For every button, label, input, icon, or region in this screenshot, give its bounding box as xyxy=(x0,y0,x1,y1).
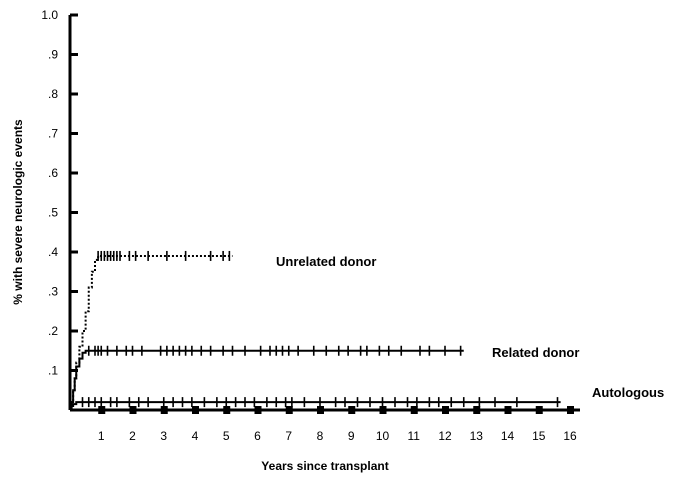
x-tick-label: 6 xyxy=(254,429,261,443)
x-tick-label: 7 xyxy=(285,429,292,443)
series-line-unrelated-donor xyxy=(70,254,233,411)
x-tick-mark xyxy=(285,406,293,414)
series-label-related-donor: Related donor xyxy=(492,345,579,360)
x-tick-label: 14 xyxy=(501,429,515,443)
series-label-autologous: Autologous xyxy=(592,385,664,400)
series-layer xyxy=(70,250,561,411)
x-tick-mark xyxy=(567,406,574,414)
x-tick-label: 11 xyxy=(408,429,421,443)
y-tick-label: 1.0 xyxy=(41,8,58,22)
y-ticks: .1 .2 .3 .4 .5 .6 .7 .8 .9 1.0 xyxy=(41,8,78,378)
x-tick-mark xyxy=(160,406,168,414)
x-tick-mark xyxy=(129,406,137,414)
y-axis-title: % with severe neurologic events xyxy=(11,119,25,305)
x-axis-title: Years since transplant xyxy=(261,459,388,473)
x-tick-mark xyxy=(223,406,231,414)
y-tick-label: .3 xyxy=(48,285,58,299)
x-tick-label: 16 xyxy=(563,429,577,443)
series-label-unrelated-donor: Unrelated donor xyxy=(276,254,376,269)
x-tick-label: 13 xyxy=(470,429,484,443)
x-tick-mark xyxy=(348,406,356,414)
x-tick-label: 10 xyxy=(376,429,390,443)
y-tick-label: .1 xyxy=(48,364,58,378)
y-tick-label: .6 xyxy=(48,166,58,180)
x-tick-label: 5 xyxy=(223,429,230,443)
x-ticks: 1 2 3 4 5 6 7 8 9 10 11 12 13 14 15 16 xyxy=(98,406,577,443)
y-tick-label: .2 xyxy=(48,324,58,338)
x-tick-mark xyxy=(442,406,449,414)
x-tick-mark xyxy=(254,406,262,414)
x-tick-label: 2 xyxy=(129,429,136,443)
series-line-autologous xyxy=(70,401,561,411)
x-tick-label: 15 xyxy=(532,429,546,443)
x-tick-label: 3 xyxy=(160,429,167,443)
x-tick-mark xyxy=(410,406,418,414)
x-tick-label: 8 xyxy=(317,429,324,443)
x-tick-label: 12 xyxy=(438,429,452,443)
x-tick-mark xyxy=(98,406,106,414)
y-tick-label: .4 xyxy=(48,245,58,259)
series-line-related-donor xyxy=(70,349,464,411)
x-tick-label: 9 xyxy=(348,429,355,443)
x-tick-mark xyxy=(535,406,543,414)
x-tick-mark xyxy=(379,406,387,414)
y-tick-label: .7 xyxy=(48,127,58,141)
x-tick-label: 1 xyxy=(98,429,105,443)
x-tick-mark xyxy=(317,406,324,414)
y-tick-label: .9 xyxy=(48,48,58,62)
y-tick-label: .5 xyxy=(48,206,58,220)
x-tick-label: 4 xyxy=(192,429,199,443)
x-tick-mark xyxy=(504,406,512,414)
y-tick-label: .8 xyxy=(48,87,58,101)
x-tick-mark xyxy=(473,406,481,414)
x-tick-mark xyxy=(192,406,199,414)
